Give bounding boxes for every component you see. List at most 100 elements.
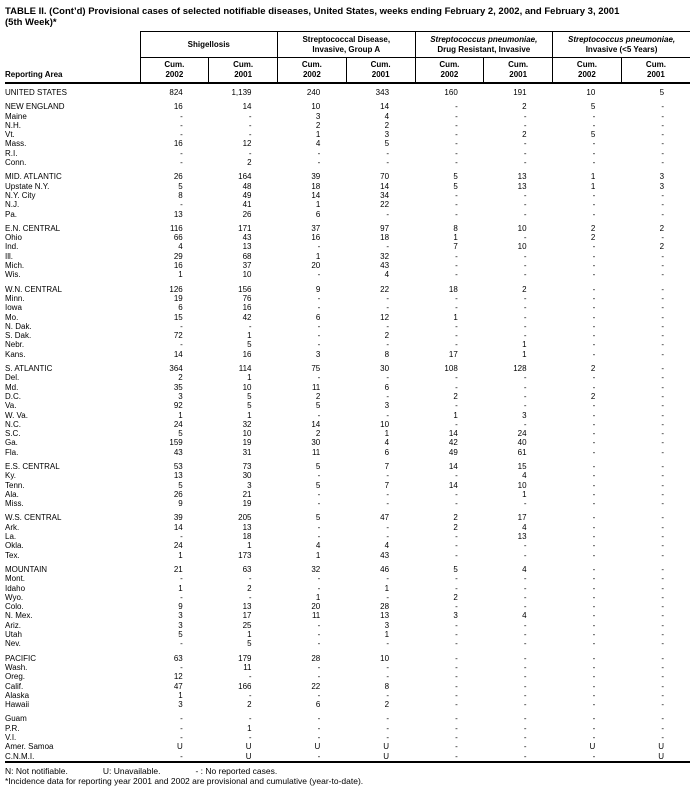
value-cell: 6 <box>384 447 390 457</box>
value-cell: - <box>661 130 665 140</box>
value-cell: 41 <box>242 200 252 210</box>
table-row: Ga. 159 19 30 4 42 40 - - <box>5 438 690 447</box>
value-cell: 5 <box>659 88 665 97</box>
value-cell: - <box>592 513 596 523</box>
value-cell: 72 <box>173 331 183 341</box>
value-cell: U <box>589 742 596 752</box>
reporting-area-cell: Ariz. <box>5 620 21 630</box>
value-cell: 5 <box>315 513 321 523</box>
value-cell: - <box>592 284 596 294</box>
table-row: Ala. 26 21 - - - 1 - - <box>5 490 690 499</box>
value-cell: - <box>455 630 458 640</box>
reporting-area-cell: MOUNTAIN <box>5 564 48 574</box>
value-cell: 3 <box>522 410 527 420</box>
reporting-area-cell: Minn. <box>5 293 25 303</box>
value-cell: 16 <box>173 261 183 271</box>
value-cell: - <box>523 714 527 724</box>
value-cell: 343 <box>375 88 390 97</box>
value-cell: 28 <box>311 653 321 663</box>
reporting-area-cell: Wis. <box>5 270 21 280</box>
value-cell: - <box>386 592 390 602</box>
value-cell: - <box>386 410 390 420</box>
table-row: N.C. 24 32 14 10 - - - - <box>5 420 690 429</box>
value-cell: - <box>523 158 527 168</box>
table-row: Alaska 1 - - - - - - - <box>5 691 690 700</box>
value-cell: - <box>455 139 458 149</box>
table-row: Wyo. - - 1 - 2 - - - <box>5 593 690 602</box>
value-cell: - <box>317 321 321 331</box>
value-cell: 128 <box>513 364 527 374</box>
value-cell: - <box>661 723 665 733</box>
value-cell: 48 <box>242 181 252 191</box>
reporting-area-cell: Ohio <box>5 233 22 243</box>
reporting-area-cell: W. Va. <box>5 410 28 420</box>
value-cell: - <box>248 148 252 158</box>
value-cell: 3 <box>178 620 183 630</box>
value-cell: - <box>523 681 527 691</box>
value-cell: - <box>592 251 596 261</box>
value-cell: - <box>455 733 458 742</box>
table-row: W. Va. 1 1 - - 1 3 - - <box>5 411 690 420</box>
value-cell: 8 <box>453 223 458 233</box>
value-cell: 240 <box>306 88 321 97</box>
value-cell: 31 <box>242 447 252 457</box>
value-cell: 16 <box>242 303 252 313</box>
value-cell: 10 <box>517 223 527 233</box>
table-row: Kans. 14 16 3 8 17 1 - - <box>5 350 690 359</box>
value-cell: 17 <box>242 611 252 621</box>
reporting-area-cell: Ind. <box>5 242 19 252</box>
value-cell: 10 <box>586 88 596 97</box>
table-row: Mich. 16 37 20 43 - - - - <box>5 261 690 270</box>
value-cell: - <box>592 550 596 560</box>
region-row: MID. ATLANTIC 26 164 39 70 5 13 1 3 <box>5 172 690 181</box>
value-cell: - <box>592 447 596 457</box>
value-cell: - <box>317 751 321 761</box>
value-cell: 9 <box>178 499 183 509</box>
value-cell: - <box>455 158 458 168</box>
value-cell: - <box>661 639 665 649</box>
value-cell: 35 <box>173 382 183 392</box>
value-cell: - <box>180 723 183 733</box>
value-cell: 14 <box>448 429 458 439</box>
value-cell: - <box>248 672 252 682</box>
reporting-area-cell: UNITED STATES <box>5 88 67 97</box>
table-row: Hawaii 3 2 6 2 - - - - <box>5 700 690 709</box>
value-cell: 13 <box>173 471 183 481</box>
value-cell: - <box>661 102 665 112</box>
value-cell: U <box>245 751 252 761</box>
value-cell: - <box>661 574 665 584</box>
value-cell: U <box>176 742 183 752</box>
value-cell: - <box>317 723 321 733</box>
value-cell: - <box>592 340 596 350</box>
value-cell: 2 <box>522 130 527 140</box>
value-cell: - <box>661 489 665 499</box>
table-row: Ariz. 3 25 - 3 - - - - <box>5 621 690 630</box>
value-cell: - <box>455 270 458 280</box>
value-cell: 47 <box>380 513 390 523</box>
table-row: La. - 18 - - - 13 - - <box>5 532 690 541</box>
value-cell: 1 <box>247 331 252 341</box>
value-cell: - <box>455 190 458 200</box>
value-cell: 5 <box>453 564 458 574</box>
value-cell: 14 <box>380 181 390 191</box>
value-cell: - <box>317 293 321 303</box>
reporting-area-cell: Fla. <box>5 447 19 457</box>
value-cell: - <box>317 242 321 252</box>
value-cell: - <box>523 190 527 200</box>
value-cell: 156 <box>238 284 252 294</box>
value-cell: - <box>592 653 596 663</box>
value-cell: U <box>383 742 390 752</box>
value-cell: - <box>661 190 665 200</box>
value-cell: - <box>592 382 596 392</box>
value-cell: U <box>245 742 252 752</box>
value-cell: 8 <box>384 349 390 359</box>
footnote-no-reported-cases: - : No reported cases. <box>195 765 278 776</box>
reporting-area-cell: Utah <box>5 630 22 640</box>
reporting-area-cell: Idaho <box>5 583 26 593</box>
value-cell: 26 <box>242 209 252 219</box>
value-cell: - <box>661 382 665 392</box>
value-cell: 7 <box>453 242 458 252</box>
value-cell: - <box>661 653 665 663</box>
value-cell: - <box>661 261 665 271</box>
value-cell: - <box>386 471 390 481</box>
